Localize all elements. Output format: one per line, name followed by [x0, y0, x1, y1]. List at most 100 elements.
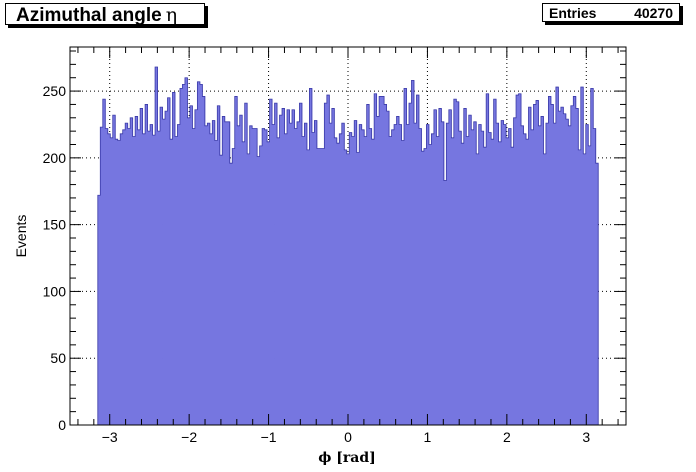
histogram-bar — [112, 115, 116, 425]
histogram-bar — [354, 120, 358, 426]
histogram-bar — [394, 124, 397, 425]
histogram-bar — [279, 115, 283, 425]
histogram-bar — [491, 139, 495, 425]
histogram-bar — [496, 123, 500, 425]
histogram-bar — [284, 133, 288, 425]
y-tick-label: 100 — [43, 283, 67, 299]
histogram-bar — [179, 88, 183, 425]
x-tick-label: −2 — [181, 429, 197, 445]
histogram-bar — [361, 129, 365, 425]
histogram-bar — [418, 128, 422, 425]
histogram-bar — [309, 88, 313, 425]
histogram-bar — [336, 143, 340, 425]
x-tick-label: 2 — [503, 429, 511, 445]
histogram-bar — [555, 87, 559, 425]
histogram-bar — [521, 125, 524, 425]
histogram-bar — [553, 123, 557, 425]
histogram-bar — [473, 121, 477, 425]
histogram-bar — [192, 128, 196, 425]
histogram-bar — [321, 148, 325, 425]
x-tick-label: −3 — [102, 429, 118, 445]
histogram-bar — [150, 124, 153, 425]
histogram-bar — [511, 147, 514, 425]
histogram-bar — [257, 156, 261, 426]
axis-ticks — [70, 47, 626, 426]
histogram-bar — [488, 132, 492, 425]
histogram-bar — [508, 128, 512, 425]
histogram-bar — [324, 103, 328, 425]
histogram-bar — [272, 124, 275, 425]
histogram-bar — [540, 116, 544, 425]
histogram-bar — [570, 105, 574, 425]
histogram-bar — [568, 125, 572, 425]
histogram-bar — [590, 88, 594, 425]
histogram-bar — [207, 123, 211, 425]
histogram-bar — [252, 128, 256, 425]
histogram-bar — [486, 93, 490, 425]
histogram-bar — [254, 128, 258, 425]
histogram-bar — [478, 124, 482, 425]
histogram-bar — [140, 108, 144, 425]
histogram-bar — [458, 131, 462, 425]
histogram-bar — [506, 137, 509, 426]
histogram-bar — [199, 84, 203, 425]
histogram-bar — [244, 103, 248, 425]
histogram-bar — [319, 148, 323, 425]
histogram-bar — [182, 84, 186, 425]
histogram-bar — [105, 128, 109, 425]
histogram-bar — [448, 109, 452, 426]
histogram-bar — [428, 144, 432, 425]
histogram-bar — [431, 133, 435, 425]
histogram-bar — [545, 123, 549, 425]
x-tick-label: 3 — [582, 429, 590, 445]
histogram-bar — [177, 124, 181, 425]
histogram-bar — [565, 119, 569, 426]
histogram-bar — [249, 125, 253, 425]
histogram-bar — [433, 109, 437, 426]
histogram-bar — [339, 133, 343, 425]
histogram-bar — [172, 92, 176, 426]
histogram-bar — [341, 123, 345, 425]
histogram-bar — [501, 120, 504, 426]
histogram-bar — [493, 99, 497, 426]
histogram-bar — [351, 136, 355, 426]
histogram-bar — [165, 111, 168, 426]
histogram-bar — [269, 99, 273, 426]
histogram-outline — [97, 66, 599, 425]
histogram-bar — [416, 95, 420, 425]
histogram-bar — [117, 140, 121, 425]
histogram-bar — [364, 136, 368, 426]
histogram-bar — [334, 137, 338, 426]
histogram-bar — [376, 116, 380, 425]
histogram-bar — [595, 163, 599, 425]
histogram-bar — [526, 139, 529, 425]
histogram-bar — [326, 95, 330, 425]
histogram-bar — [142, 133, 146, 425]
histogram-bar — [264, 129, 268, 425]
histogram-bar — [518, 93, 522, 425]
histogram-bar — [404, 88, 407, 425]
histogram-bar — [558, 111, 562, 426]
histogram-bar — [237, 125, 241, 425]
histogram-bar — [162, 119, 166, 426]
histogram-bar — [234, 96, 238, 425]
histogram-bar — [593, 128, 597, 425]
histogram-bar — [588, 145, 592, 425]
histogram-bar — [528, 107, 532, 425]
histogram-bar — [384, 104, 387, 425]
histogram-bar — [120, 133, 124, 425]
entries-value: 40270 — [634, 5, 673, 21]
histogram-bar — [329, 123, 333, 425]
histogram-bar — [194, 109, 198, 426]
histogram-bar — [115, 139, 119, 425]
histogram-bar — [446, 123, 450, 425]
histogram-bar — [379, 96, 383, 425]
histogram-bar — [516, 95, 519, 425]
histogram-bar — [371, 139, 375, 425]
histogram-bar — [282, 108, 285, 425]
histogram-bar — [476, 153, 480, 426]
histogram-bar — [107, 133, 111, 425]
histogram-bar — [374, 93, 378, 425]
histogram-bar — [585, 124, 589, 425]
